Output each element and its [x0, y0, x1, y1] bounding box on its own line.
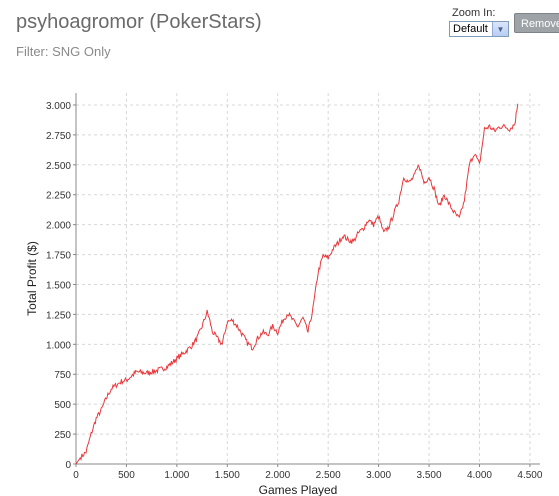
x-axis-label: Games Played	[259, 483, 338, 496]
y-tick-label: 1.500	[46, 280, 71, 291]
profit-series-line	[75, 103, 519, 465]
x-tick-label: 1.500	[215, 470, 240, 481]
y-tick-label: 2.250	[46, 191, 71, 202]
x-tick-label: 3.000	[366, 470, 391, 481]
y-tick-label: 1.250	[46, 310, 71, 321]
x-tick-label: 0	[73, 470, 79, 481]
x-tick-label: 3.500	[417, 470, 442, 481]
y-tick-label: 3.000	[46, 101, 71, 112]
remove-button[interactable]: Remove	[514, 13, 559, 33]
y-tick-label: 2.000	[46, 221, 71, 232]
filter-label: Filter: SNG Only	[16, 44, 111, 59]
x-tick-label: 2.500	[316, 470, 341, 481]
plot-area	[76, 93, 540, 464]
x-tick-label: 500	[118, 470, 135, 481]
y-tick-label: 2.500	[46, 161, 71, 172]
x-tick-label: 1.000	[164, 470, 189, 481]
y-tick-label: 2.750	[46, 131, 71, 142]
x-tick-label: 4.000	[467, 470, 492, 481]
zoom-label: Zoom In:	[452, 7, 496, 19]
y-tick-label: 750	[54, 370, 71, 381]
zoom-select[interactable]: Default ▼	[449, 21, 509, 37]
player-title: psyhoagromor (PokerStars)	[16, 11, 262, 33]
y-tick-label: 1.750	[46, 251, 71, 262]
y-tick-label: 500	[54, 400, 71, 411]
y-tick-label: 0	[65, 460, 71, 471]
zoom-select-value: Default	[453, 23, 488, 35]
x-tick-label: 4.500	[517, 470, 542, 481]
y-tick-label: 1.000	[46, 340, 71, 351]
y-tick-label: 250	[54, 430, 71, 441]
y-axis-label: Total Profit ($)	[25, 241, 39, 316]
x-tick-label: 2.000	[265, 470, 290, 481]
chevron-down-icon[interactable]: ▼	[492, 22, 508, 36]
